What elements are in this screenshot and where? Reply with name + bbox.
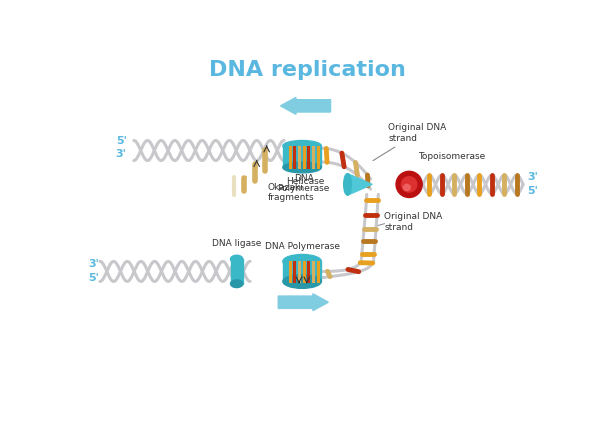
Text: DNA Polymerase: DNA Polymerase — [265, 242, 340, 252]
Text: 5': 5' — [116, 136, 127, 145]
Ellipse shape — [283, 255, 322, 268]
Text: 3': 3' — [88, 259, 99, 269]
Ellipse shape — [283, 141, 322, 151]
Text: Original DNA
strand: Original DNA strand — [385, 213, 443, 232]
Text: Helicase: Helicase — [286, 177, 325, 186]
Ellipse shape — [283, 162, 322, 173]
Text: 5': 5' — [527, 186, 538, 196]
FancyArrow shape — [281, 97, 331, 114]
FancyBboxPatch shape — [230, 259, 243, 284]
FancyBboxPatch shape — [283, 146, 322, 168]
Ellipse shape — [403, 184, 410, 191]
Ellipse shape — [283, 275, 322, 288]
Text: Topoisomerase: Topoisomerase — [418, 152, 485, 162]
Polygon shape — [347, 174, 372, 195]
Ellipse shape — [344, 174, 352, 195]
FancyArrow shape — [278, 294, 328, 311]
Ellipse shape — [230, 255, 243, 263]
Text: DNA ligase: DNA ligase — [212, 239, 262, 248]
Ellipse shape — [396, 171, 422, 197]
Text: 5': 5' — [88, 272, 99, 283]
Text: Original DNA
strand: Original DNA strand — [373, 123, 446, 161]
FancyBboxPatch shape — [283, 262, 322, 281]
Text: 3': 3' — [116, 149, 127, 159]
Ellipse shape — [230, 280, 243, 288]
Text: 3': 3' — [527, 172, 538, 182]
Text: Okazaki
fragments: Okazaki fragments — [268, 183, 314, 202]
Ellipse shape — [401, 177, 417, 192]
Text: DNA
Polymerase: DNA Polymerase — [277, 174, 330, 193]
Text: DNA replication: DNA replication — [209, 61, 406, 81]
